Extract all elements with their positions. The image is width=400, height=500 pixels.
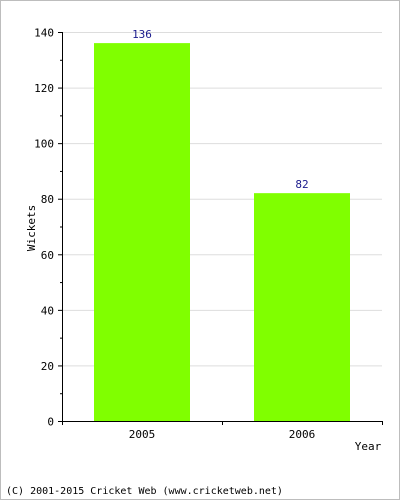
bar-layer [94,43,350,421]
y-tick-label: 20 [41,360,54,373]
y-tick-label: 0 [47,416,54,429]
bar-2006 [254,193,350,421]
y-axis-title: Wickets [25,205,38,251]
x-tick-label-2006: 2006 [289,428,316,441]
y-tick-label: 120 [34,82,54,95]
y-tick-label: 80 [41,193,54,206]
y-tick-label: 40 [41,304,54,317]
copyright-text: (C) 2001-2015 Cricket Web (www.cricketwe… [6,486,283,497]
data-label-2005: 136 [132,28,152,41]
bar-2005 [94,43,190,421]
x-axis-title: Year [355,440,382,453]
axis-layer [58,32,383,425]
x-tick-label-2005: 2005 [129,428,156,441]
y-tick-label: 140 [34,27,54,40]
label-layer: 0 20 40 60 80 100 120 140 136 2005 82 2006 [34,27,315,442]
y-tick-label: 100 [34,138,54,151]
data-label-2006: 82 [295,178,308,191]
y-tick-label: 60 [41,249,54,262]
